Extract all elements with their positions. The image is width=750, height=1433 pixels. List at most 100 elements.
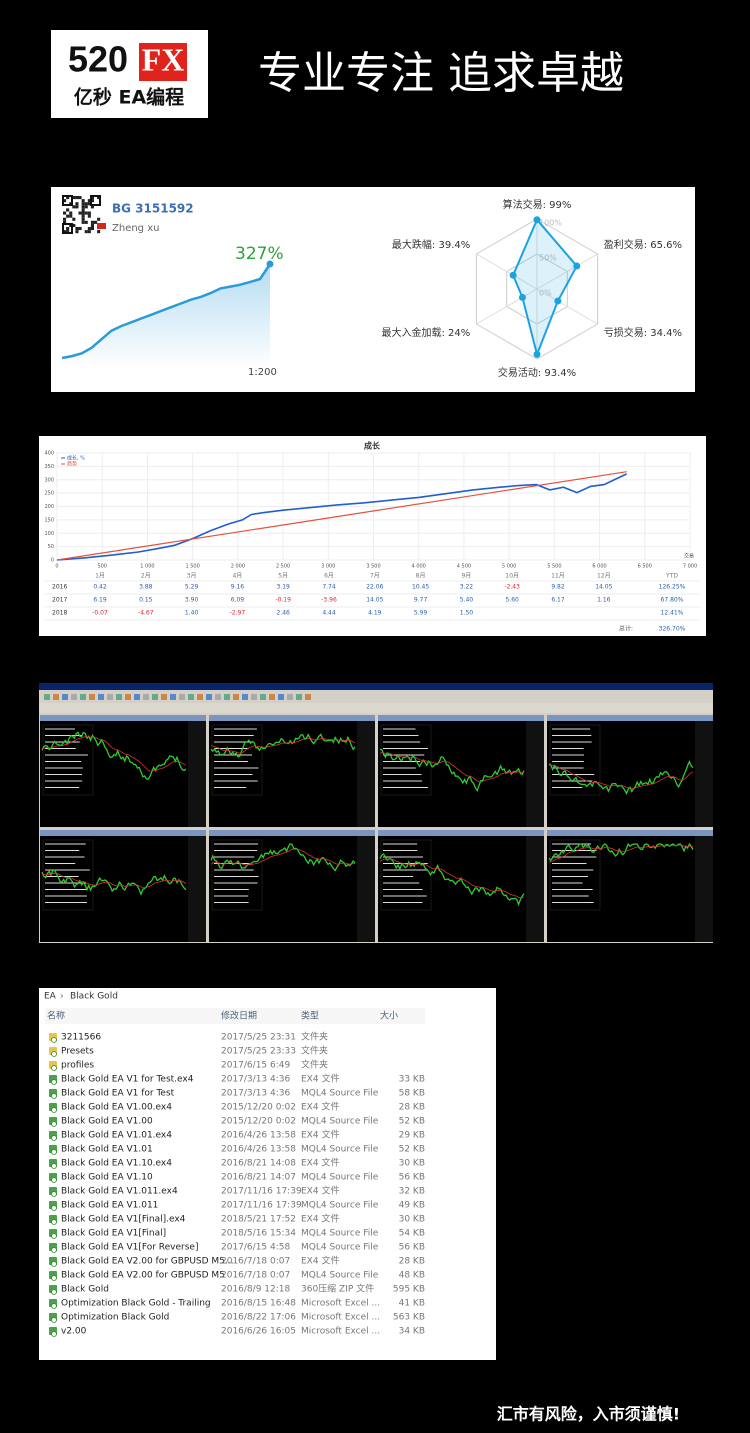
chart-info [211, 839, 263, 911]
cell: 3.22 [460, 584, 474, 591]
y-tick-label: 300 [44, 477, 54, 483]
leverage: 1:200 [248, 367, 277, 378]
radar-point [554, 297, 562, 305]
qr-cell [84, 202, 88, 206]
cell: 28 KB [399, 1103, 425, 1113]
radar-spoke [476, 253, 538, 290]
cell: 58 KB [399, 1089, 425, 1099]
toolbar-row [39, 703, 713, 713]
cell: -0.07 [92, 610, 108, 617]
toolbar-icon [125, 694, 131, 700]
cell: EX4 文件 [301, 1255, 339, 1267]
file-icon-badge [51, 1107, 57, 1113]
column-header: 大小 [380, 1010, 398, 1022]
radar-ring-label: 50% [539, 254, 557, 263]
cell: 2015/12/20 0:02 [221, 1117, 296, 1127]
cell: 28 KB [399, 1257, 425, 1267]
radar-point [518, 293, 526, 301]
qr-cell [87, 199, 91, 203]
monthly-table: 1月 2月 3月 4月 5月 6月 7月 8月 9月 10月 11月 12月 YTD 2016 0.42 3.… [45, 573, 700, 633]
cell: Black Gold EA V1.011 [61, 1201, 158, 1211]
column-header: 9月 [461, 573, 471, 580]
toolbar-icon [44, 694, 50, 700]
toolbar-icon [107, 694, 113, 700]
qr-code [62, 195, 101, 234]
cell: 52 KB [399, 1117, 425, 1127]
qr-cell [90, 205, 94, 209]
cell: -2.43 [504, 584, 520, 591]
qr-cell [84, 220, 88, 224]
cell: EX4 文件 [301, 1157, 339, 1169]
y-tick-label: 50 [48, 544, 54, 550]
cell: MQL4 Source File [301, 1089, 379, 1099]
toolbar-icon [89, 694, 95, 700]
qr-cell [81, 220, 85, 224]
moving-average [41, 736, 187, 772]
cell: Black Gold EA V1.011.ex4 [61, 1187, 178, 1197]
qr-cell [78, 196, 82, 200]
file-icon-badge [51, 1289, 57, 1295]
cell-ytd: 126.25% [659, 584, 686, 591]
toolbar-icon [206, 694, 212, 700]
moving-average [379, 858, 525, 899]
qr-cell [81, 211, 85, 215]
x-tick-label: 5 000 [502, 564, 516, 570]
account-owner: Zheng xu [112, 223, 159, 234]
toolbar-icon [260, 694, 266, 700]
qr-cell [72, 196, 76, 200]
price-scale [188, 836, 206, 942]
cell: 1.50 [460, 610, 474, 617]
cell: profiles [61, 1061, 94, 1071]
cell: Microsoft Excel ... [301, 1313, 380, 1323]
qr-cell [72, 223, 76, 227]
cell: 2017/6/15 6:49 [221, 1061, 290, 1071]
equity-line [61, 263, 272, 360]
price-scale [695, 836, 713, 942]
radar-label: 最大跌幅: 39.4% [392, 238, 470, 251]
cell: -0.19 [275, 597, 291, 604]
cell: 2016/8/22 17:06 [221, 1313, 296, 1323]
cell: 30 KB [399, 1159, 425, 1169]
cell: 2017/6/15 4:58 [221, 1243, 290, 1253]
radar-label: 最大入金加载: 24% [381, 326, 470, 339]
y-tick-label: 350 [44, 464, 54, 470]
qr-finder [90, 195, 101, 206]
growth-chart: 0 50 100 150 200 250 300 350 400 0 500 1 000 1 500 2 … [44, 451, 697, 570]
qr-cell [66, 230, 70, 234]
total-label: 总计: [619, 625, 633, 633]
radar-label: 交易活动: 93.4% [498, 366, 576, 379]
cell: 文件夹 [301, 1045, 328, 1057]
toolbar-icon [98, 694, 104, 700]
toolbar-icon [269, 694, 275, 700]
price-line [379, 853, 525, 907]
x-tick-label: 4 500 [457, 564, 471, 570]
cell: 563 KB [393, 1313, 425, 1323]
qr-cell [75, 196, 79, 200]
cell: MQL4 Source File [301, 1145, 379, 1155]
cell: EX4 文件 [301, 1101, 339, 1113]
toolbar-icon [170, 694, 176, 700]
y-tick-label: 200 [44, 504, 54, 510]
toolbar-icon [305, 694, 311, 700]
cell: Black Gold [61, 1285, 109, 1295]
qr-cell [90, 227, 94, 231]
cell: 10.45 [412, 584, 429, 591]
x-tick-label: 1 500 [185, 564, 199, 570]
moving-average [548, 844, 694, 863]
breadcrumb: Black Gold [70, 992, 118, 1002]
cell: 9.82 [551, 584, 565, 591]
legend-label: 成长, % [67, 455, 85, 462]
cell: 2017/5/25 23:33 [221, 1047, 296, 1057]
chart-titlebar [547, 830, 713, 836]
cell: 30 KB [399, 1215, 425, 1225]
column-header: 类型 [301, 1010, 319, 1022]
logo-sub: 亿秒 EA编程 [74, 86, 184, 109]
file-icon-badge [51, 1191, 57, 1197]
cell: Optimization Black Gold - Trailing [61, 1299, 211, 1309]
price-line [41, 869, 187, 897]
cell: 2016/4/26 13:58 [221, 1145, 296, 1155]
terminal-titlebar [39, 683, 713, 690]
price-scale [526, 721, 544, 827]
qr-cell [90, 223, 94, 227]
qr-cell [69, 223, 73, 227]
